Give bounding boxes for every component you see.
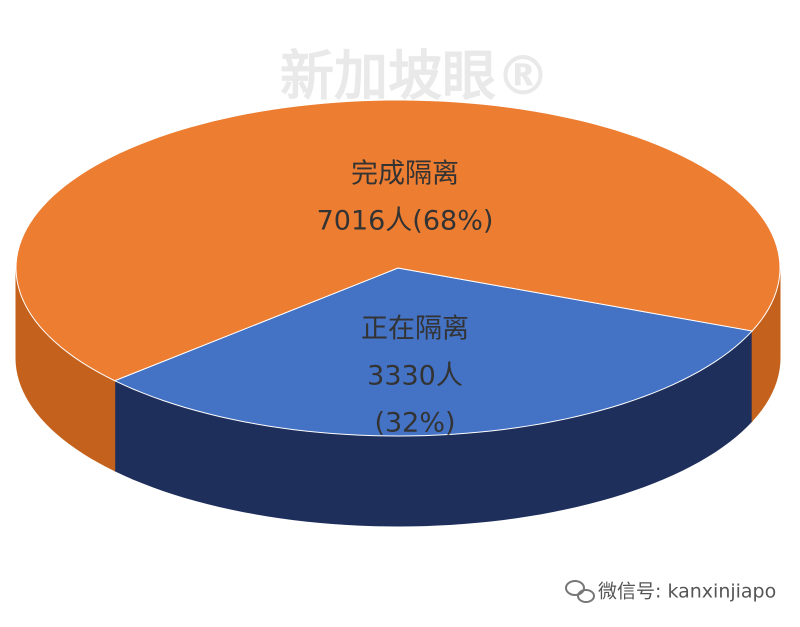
footer: 微信号: kanxinjiapo	[598, 581, 776, 603]
watermark: 新加坡眼®	[280, 45, 550, 108]
slice	[15, 99, 781, 382]
slice	[113, 267, 754, 437]
slice-label: 完成隔离	[351, 159, 459, 190]
value-label: (32%)	[374, 408, 455, 439]
slice-label: 正在隔离	[361, 314, 469, 345]
pie	[15, 99, 781, 527]
wechat-icon	[565, 580, 595, 603]
value-label: 3330人	[367, 361, 463, 392]
value-label: 7016人(68%)	[317, 206, 494, 237]
